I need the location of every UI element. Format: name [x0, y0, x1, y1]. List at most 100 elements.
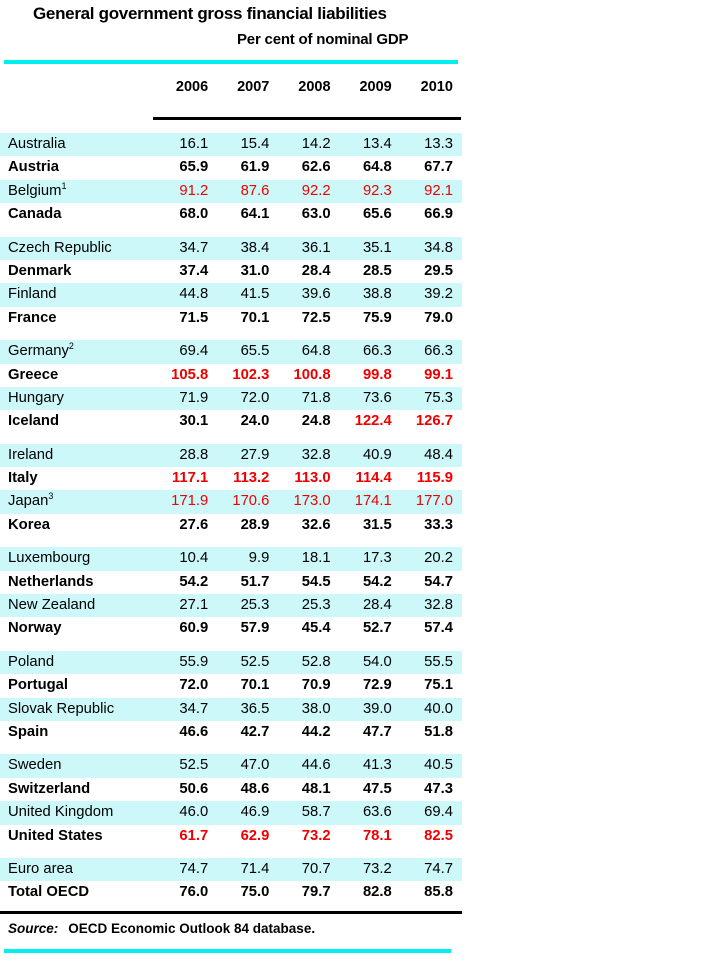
value-cell: 82.5 [424, 827, 453, 844]
value-cell: 66.3 [424, 343, 453, 360]
country-name: Australia [8, 136, 66, 152]
value-cell: 71.5 [179, 309, 209, 326]
value-cell: 69.4 [179, 343, 209, 360]
value-cell: 28.5 [362, 262, 392, 279]
value-cell: 18.1 [301, 550, 331, 567]
value-cell: 38.4 [240, 239, 270, 256]
value-cell: 55.9 [179, 653, 209, 670]
value-cell: 65.6 [362, 206, 392, 223]
value-cell: 40.9 [362, 446, 392, 463]
country-name: Iceland [8, 413, 59, 430]
country-name: Italy [8, 470, 38, 487]
table-row: Sweden 52.5 47.0 44.6 41.3 40.5 [0, 754, 462, 778]
country-column-spacer [0, 79, 147, 95]
value-cell: 100.8 [293, 366, 331, 383]
value-cell: 99.8 [362, 366, 392, 383]
value-cell: 36.5 [240, 700, 270, 717]
value-cell: 65.9 [179, 159, 209, 176]
country-name: Hungary [8, 389, 64, 406]
value-cell: 70.1 [240, 677, 270, 694]
value-cell: 51.8 [424, 723, 453, 740]
value-cell: 91.2 [179, 182, 209, 199]
value-cell: 54.2 [179, 573, 209, 590]
value-cell: 74.7 [424, 860, 453, 877]
value-cell: 46.9 [240, 804, 270, 821]
value-cell: 41.3 [362, 757, 392, 774]
value-cell: 9.9 [248, 550, 270, 567]
value-cell: 28.8 [179, 446, 209, 463]
value-cell: 57.4 [424, 620, 453, 637]
value-cell: 71.4 [240, 860, 270, 877]
country-name: Austria [8, 159, 59, 176]
table-body: Australia 16.1 15.4 14.2 13.4 13.3 Austria 65.9… [0, 133, 462, 905]
value-cell: 52.7 [362, 620, 392, 637]
value-cell: 78.1 [362, 827, 392, 844]
value-cell: 105.8 [171, 366, 209, 383]
table-row: Norway 60.9 57.9 45.4 52.7 57.4 [0, 617, 462, 640]
country-name: Ireland [8, 446, 54, 463]
table-row: Iceland 30.1 24.0 24.8 122.4 126.7 [0, 410, 462, 433]
table-row: Poland 55.9 52.5 52.8 54.0 55.5 [0, 650, 462, 675]
value-cell: 75.3 [424, 389, 453, 406]
value-cell: 45.4 [301, 620, 331, 637]
country-name: Luxembourg [8, 550, 91, 567]
value-cell: 73.2 [362, 860, 392, 877]
value-cell: 66.3 [362, 343, 392, 360]
value-cell: 27.1 [179, 597, 209, 614]
value-cell: 75.1 [424, 677, 453, 694]
value-cell: 47.5 [362, 780, 392, 797]
value-cell: 62.6 [301, 159, 331, 176]
value-cell: 39.2 [424, 286, 453, 303]
source-line: Source: OECD Economic Outlook 84 database… [8, 921, 315, 936]
footnote-marker: 1 [61, 180, 67, 191]
value-cell: 41.5 [240, 286, 270, 303]
source-text: OECD Economic Outlook 84 database. [68, 921, 316, 936]
value-cell: 79.0 [424, 309, 453, 326]
value-cell: 54.0 [362, 653, 392, 670]
value-cell: 48.6 [240, 780, 270, 797]
table-row: Italy 117.1 113.2 113.0 114.4 115.9 [0, 467, 462, 490]
value-cell: 72.0 [240, 389, 270, 406]
table-row: Korea 27.6 28.9 32.6 31.5 33.3 [0, 514, 462, 537]
value-cell: 79.7 [301, 884, 331, 901]
value-cell: 73.2 [301, 827, 331, 844]
country-name: United States [8, 827, 103, 844]
country-name: Denmark [8, 262, 72, 279]
value-cell: 13.3 [424, 136, 453, 152]
value-cell: 63.0 [301, 206, 331, 223]
country-name: Poland [8, 653, 55, 670]
country-name: Switzerland [8, 780, 91, 797]
value-cell: 32.6 [301, 516, 331, 533]
value-cell: 57.9 [240, 620, 270, 637]
value-cell: 126.7 [415, 413, 453, 430]
value-cell: 47.3 [424, 780, 453, 797]
table-row: Netherlands 54.2 51.7 54.5 54.2 54.7 [0, 571, 462, 594]
country-name: France [8, 309, 57, 326]
table-row: Hungary 71.9 72.0 71.8 73.6 75.3 [0, 386, 462, 411]
table-row: Greece 105.8 102.3 100.8 99.8 99.1 [0, 364, 462, 387]
value-cell: 54.2 [362, 573, 392, 590]
value-cell: 114.4 [355, 470, 392, 487]
value-cell: 64.1 [240, 206, 270, 223]
country-name: Euro area [8, 860, 73, 877]
value-cell: 34.8 [424, 239, 453, 256]
value-cell: 70.9 [301, 677, 331, 694]
value-cell: 71.9 [179, 389, 209, 406]
value-cell: 40.5 [424, 757, 453, 774]
value-cell: 54.5 [301, 573, 331, 590]
value-cell: 47.0 [240, 757, 270, 774]
value-cell: 122.4 [354, 413, 392, 430]
table-row: Australia 16.1 15.4 14.2 13.4 13.3 [0, 133, 462, 157]
value-cell: 60.9 [179, 620, 209, 637]
country-name: Japan3 [8, 491, 54, 510]
table-row: Spain 46.6 42.7 44.2 47.7 51.8 [0, 721, 462, 744]
value-cell: 72.5 [301, 309, 331, 326]
value-cell: 64.8 [301, 343, 331, 360]
value-cell: 54.7 [424, 573, 453, 590]
value-cell: 39.0 [362, 700, 392, 717]
value-cell: 58.7 [301, 804, 331, 821]
value-cell: 72.0 [179, 677, 209, 694]
value-cell: 170.6 [232, 493, 270, 510]
table-row: Slovak Republic 34.7 36.5 38.0 39.0 40.0 [0, 697, 462, 721]
value-cell: 70.7 [301, 860, 331, 877]
